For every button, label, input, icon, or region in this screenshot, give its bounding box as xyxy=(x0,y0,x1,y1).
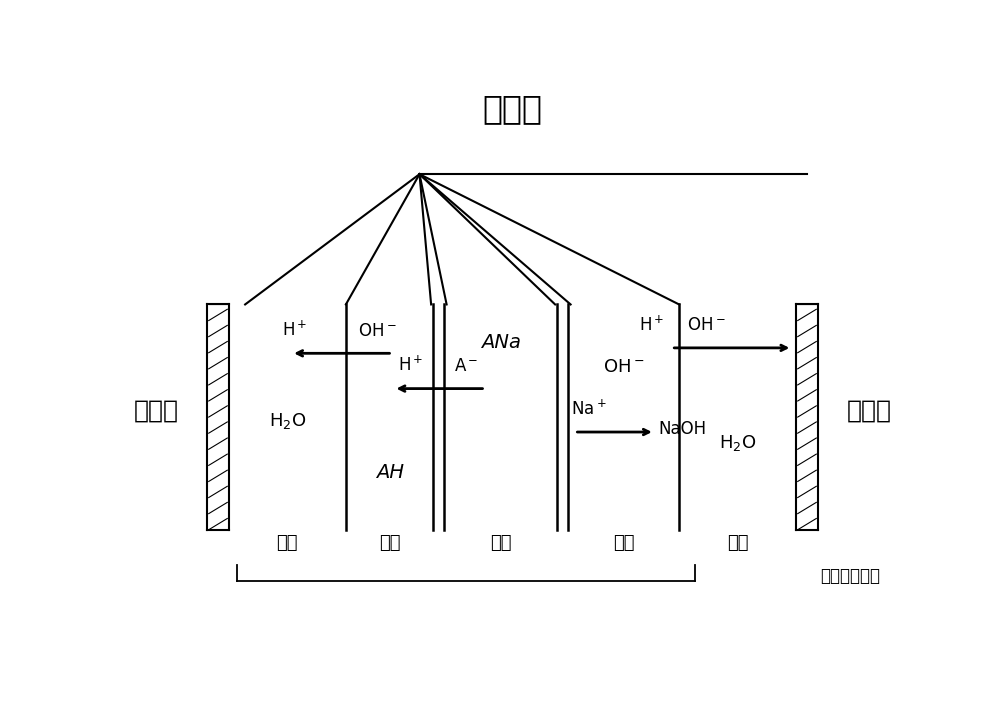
Text: NaOH: NaOH xyxy=(659,420,707,439)
Text: 料室: 料室 xyxy=(490,534,512,552)
Text: OH$^-$: OH$^-$ xyxy=(603,358,645,376)
Text: A$^-$: A$^-$ xyxy=(454,357,479,375)
Text: H$_2$O: H$_2$O xyxy=(719,433,756,453)
Text: H$^+$: H$^+$ xyxy=(398,356,423,375)
Text: H$_2$O: H$_2$O xyxy=(269,411,306,431)
Text: OH$^-$: OH$^-$ xyxy=(358,321,396,340)
Text: 双极膜: 双极膜 xyxy=(482,92,542,125)
Text: 负极板: 负极板 xyxy=(846,398,892,422)
Text: 正极板: 正极板 xyxy=(134,398,178,422)
Text: （极室相通）: （极室相通） xyxy=(821,567,881,585)
Text: AH: AH xyxy=(376,463,404,482)
Text: 极室: 极室 xyxy=(727,534,748,552)
Text: 碏室: 碏室 xyxy=(613,534,634,552)
Text: ANa: ANa xyxy=(481,333,521,352)
Text: H$^+$: H$^+$ xyxy=(282,321,308,340)
Text: H$^+$: H$^+$ xyxy=(639,315,665,334)
Text: Na$^+$: Na$^+$ xyxy=(571,399,606,419)
Text: 酸室: 酸室 xyxy=(379,534,400,552)
Text: 极室: 极室 xyxy=(277,534,298,552)
Text: OH$^-$: OH$^-$ xyxy=(687,317,726,334)
